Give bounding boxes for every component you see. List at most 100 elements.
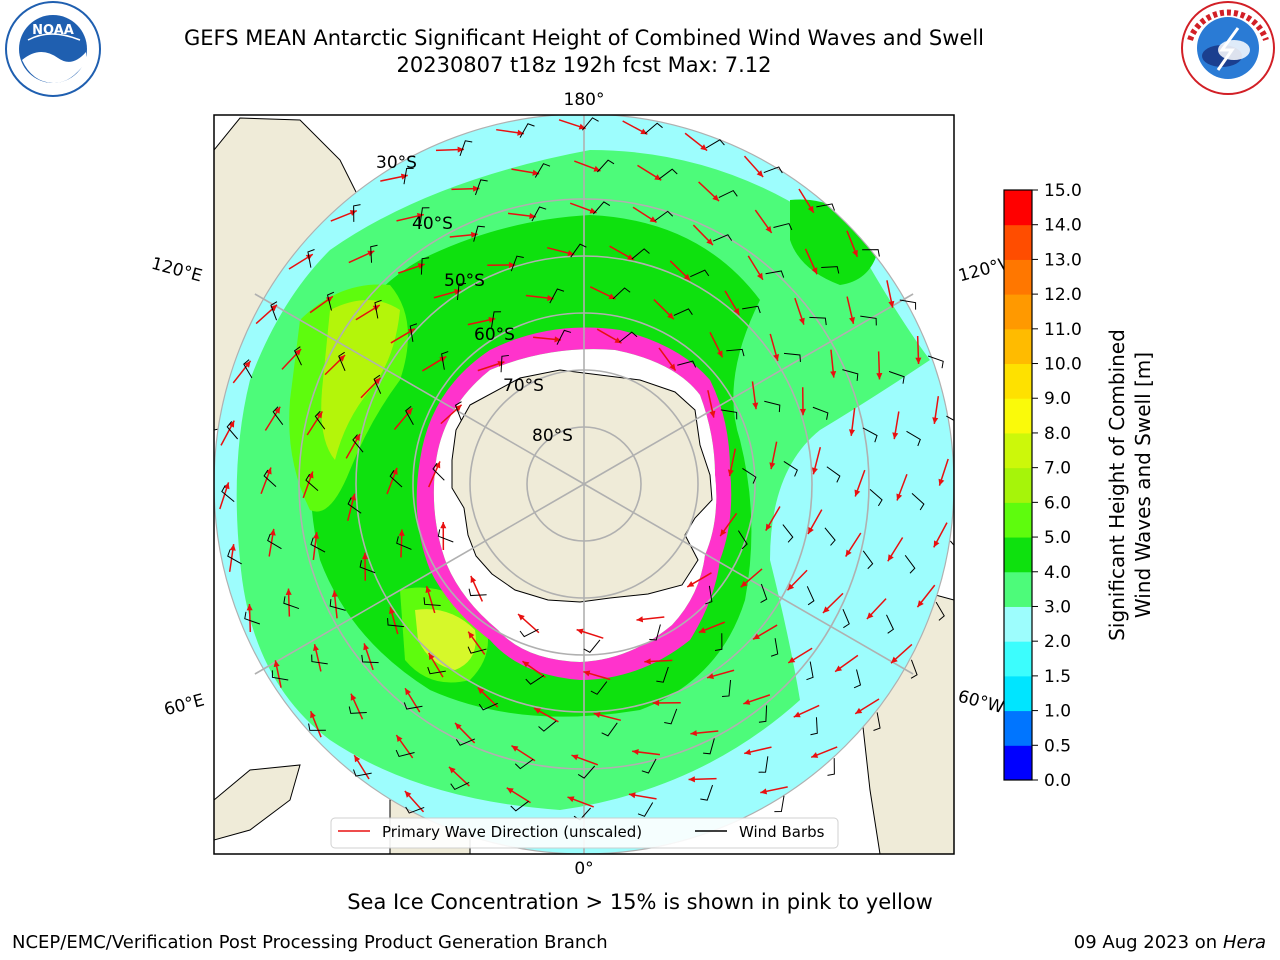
wave-arrow (533, 707, 559, 723)
wave-arrow (477, 360, 505, 372)
wind-barb (649, 624, 661, 641)
wind-barb (664, 708, 678, 725)
wave-arrow (786, 569, 808, 591)
colorbar-tick-label: 13.0 (1044, 250, 1082, 270)
wind-barb (374, 299, 382, 319)
colorbar-swatch (1004, 259, 1032, 295)
wave-arrow (769, 333, 780, 362)
colorbar-tick-label: 14.0 (1044, 216, 1082, 236)
wave-arrow (811, 446, 822, 475)
wave-arrow (361, 552, 369, 581)
wind-barb (690, 269, 710, 278)
wind-barb (742, 467, 757, 484)
title-line-2: 20230807 t18z 192h fcst Max: 7.12 (396, 53, 772, 77)
wave-arrow (246, 604, 253, 633)
colorbar-tick-label: 1.5 (1044, 667, 1071, 687)
wind-barb (478, 702, 498, 711)
wind-barb (714, 633, 723, 652)
wave-arrow (260, 467, 272, 494)
wave-arrow (628, 792, 657, 800)
wave-arrow (353, 754, 370, 780)
wave-arrow (393, 407, 413, 431)
wave-arrow (765, 506, 781, 532)
colorbar-tick-label: 4.0 (1044, 563, 1071, 583)
wind-barb (510, 255, 524, 272)
wave-arrow (727, 448, 737, 477)
wave-arrow (807, 509, 823, 535)
wind-barb (853, 669, 862, 689)
wind-barb (307, 249, 315, 268)
wave-arrow (636, 616, 665, 623)
wave-arrow (707, 390, 716, 418)
wind-barb (764, 400, 781, 413)
wave-arrow (846, 296, 855, 324)
wave-arrow (652, 699, 681, 707)
wave-arrow (799, 387, 807, 416)
wind-barb (826, 466, 841, 483)
vector-field (219, 117, 954, 821)
wind-barb (525, 674, 545, 685)
wind-barb (842, 369, 859, 381)
wind-barb (348, 706, 367, 714)
wind-barb (860, 315, 877, 326)
wave-arrow (435, 146, 464, 153)
noaa-logo: NOAA (5, 1, 101, 97)
wave-arrow (743, 155, 764, 178)
colorbar-swatch (1004, 675, 1032, 712)
wave-arrow (854, 698, 880, 715)
wave-arrow (428, 652, 444, 678)
wind-barb (473, 225, 485, 242)
wind-barb (886, 614, 895, 634)
wind-barb (712, 234, 733, 242)
wind-barb (673, 308, 693, 316)
wave-arrow (916, 584, 936, 608)
wind-barb (459, 140, 473, 157)
lon-label-60e: 60°E (162, 690, 207, 720)
meridian-line (254, 293, 585, 485)
wind-barb (888, 370, 905, 384)
wave-arrow (658, 347, 677, 371)
wave-arrow (632, 748, 661, 756)
wave-arrow (804, 248, 818, 275)
map-frame (213, 114, 955, 855)
colorbar-swatch (1004, 467, 1032, 503)
wind-barb (601, 722, 618, 737)
wave-arrow (854, 469, 866, 497)
wind-barb (718, 189, 738, 198)
wind-barb (423, 597, 441, 607)
wind-barb (326, 291, 335, 311)
wave-arrow (309, 710, 322, 738)
wind-barb (373, 374, 382, 394)
colorbar-tick-label: 3.0 (1044, 597, 1071, 617)
wave-arrow (454, 722, 476, 744)
wind-barb (726, 348, 745, 357)
wave-arrow (398, 529, 405, 558)
wave-arrow (350, 693, 364, 720)
wave-arrow (846, 230, 859, 258)
wind-barb (581, 117, 599, 131)
wind-barb (809, 316, 827, 326)
wave-arrow (567, 796, 594, 808)
wave-arrow (684, 132, 708, 152)
wind-barb (450, 782, 470, 791)
graticule (214, 115, 954, 854)
wind-barb (637, 802, 654, 817)
wind-barb (405, 406, 414, 426)
wave-arrow (345, 433, 361, 459)
wave-arrow (306, 411, 323, 436)
colorbar-swatch (1004, 363, 1032, 399)
wave-arrow (706, 669, 735, 680)
wave-arrow (506, 787, 531, 804)
wind-barb (656, 666, 669, 683)
wind-barb (221, 485, 235, 503)
wind-barb (409, 323, 418, 342)
wave-arrow (312, 532, 320, 561)
colorbar-tick-label: 7.0 (1044, 459, 1071, 479)
lon-label-120e: 120°E (149, 254, 204, 287)
wave-arrow (397, 263, 425, 274)
wind-barb (862, 427, 878, 443)
wave-arrow (576, 628, 604, 639)
wind-barb (577, 765, 596, 779)
wind-barb (631, 248, 650, 260)
wind-barb (705, 139, 725, 149)
